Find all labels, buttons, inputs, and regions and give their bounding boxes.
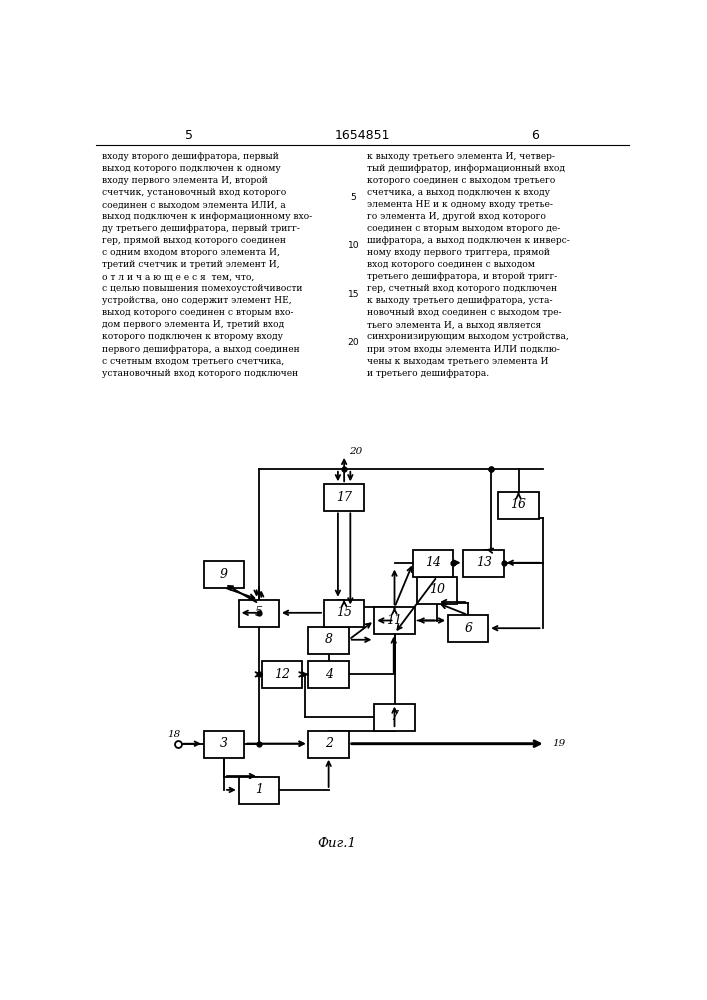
Bar <box>413 550 453 577</box>
Text: 7: 7 <box>390 710 399 723</box>
Bar <box>464 550 504 577</box>
Text: 14: 14 <box>425 556 441 569</box>
Text: 15: 15 <box>336 606 352 619</box>
Bar <box>498 492 539 519</box>
Text: 13: 13 <box>476 556 491 569</box>
Text: 12: 12 <box>274 668 290 681</box>
Text: входу второго дешифратора, первый
выход которого подключен к одному
входу первог: входу второго дешифратора, первый выход … <box>103 152 312 378</box>
Text: 3: 3 <box>220 737 228 750</box>
Bar <box>308 661 349 688</box>
Text: 5: 5 <box>351 192 356 202</box>
Text: 20: 20 <box>349 447 362 456</box>
Bar <box>239 777 279 804</box>
Text: 19: 19 <box>552 739 565 748</box>
Text: 10: 10 <box>429 583 445 596</box>
Bar <box>417 577 457 604</box>
Text: 5: 5 <box>185 129 193 142</box>
Text: к выходу третьего элемента И, четвер-
тый дешифратор, информационный вход
которо: к выходу третьего элемента И, четвер- ты… <box>368 152 571 378</box>
Text: 15: 15 <box>348 290 359 299</box>
Text: 8: 8 <box>325 633 332 646</box>
Text: 6: 6 <box>464 622 472 635</box>
Text: 6: 6 <box>532 129 539 142</box>
Text: Фиг.1: Фиг.1 <box>317 837 356 850</box>
Text: 11: 11 <box>387 614 402 627</box>
Text: 10: 10 <box>348 241 359 250</box>
Bar <box>308 627 349 654</box>
Bar <box>324 600 364 627</box>
Bar <box>374 704 414 731</box>
Bar <box>374 607 414 634</box>
Bar <box>308 731 349 758</box>
Bar <box>204 561 244 588</box>
Bar <box>239 600 279 627</box>
Text: 20: 20 <box>348 338 359 347</box>
Bar <box>204 731 244 758</box>
Text: 17: 17 <box>336 491 352 504</box>
Bar <box>448 615 489 642</box>
Text: 1: 1 <box>255 783 263 796</box>
Text: 4: 4 <box>325 668 332 681</box>
Text: 18: 18 <box>167 730 180 739</box>
Text: 1654851: 1654851 <box>334 129 390 142</box>
Text: 5: 5 <box>255 606 263 619</box>
Bar <box>324 484 364 511</box>
Text: 16: 16 <box>510 498 527 512</box>
Text: 9: 9 <box>220 568 228 581</box>
Text: 2: 2 <box>325 737 332 750</box>
Bar <box>262 661 303 688</box>
